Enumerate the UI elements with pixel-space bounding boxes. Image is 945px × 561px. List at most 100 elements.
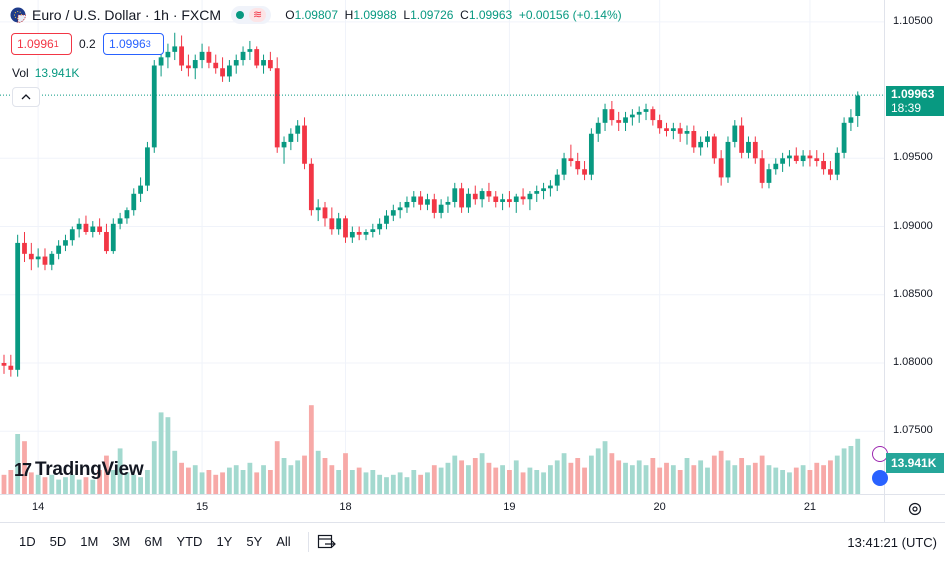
volume-bar — [8, 470, 14, 494]
buy-price-box[interactable]: 1.0996 3 — [103, 33, 164, 55]
volume-bar — [186, 467, 191, 494]
volume-bar — [35, 474, 41, 494]
candle — [254, 46, 260, 69]
candle-body — [787, 155, 792, 159]
candle-body — [698, 141, 704, 148]
volume-bar — [15, 434, 21, 494]
time-axis[interactable]: 14 15 18 19 20 21 — [0, 494, 884, 522]
utc-clock[interactable]: 13:41:21 (UTC) — [847, 534, 937, 550]
candle — [657, 114, 663, 134]
candle — [650, 106, 656, 126]
open-value: 1.09807 — [294, 8, 338, 22]
candle-body — [732, 125, 738, 142]
candle — [220, 57, 225, 82]
flag-icon[interactable] — [872, 470, 888, 486]
date-range-calendar-icon[interactable] — [317, 533, 337, 551]
price-tick-label: 1.08500 — [893, 287, 933, 300]
candle — [705, 131, 710, 148]
candle — [486, 182, 492, 202]
range-button-5d[interactable]: 5D — [49, 534, 67, 549]
volume-bar — [513, 460, 519, 494]
volume-bar — [718, 450, 724, 494]
candle-body — [179, 46, 184, 66]
gear-icon[interactable] — [908, 502, 922, 516]
volume-bar — [759, 455, 765, 494]
range-button-3m[interactable]: 3M — [112, 534, 131, 549]
candle-body — [226, 65, 232, 77]
candle-body — [616, 120, 622, 123]
candle-body — [568, 158, 574, 162]
volume-bar — [308, 405, 314, 494]
volume-bar — [267, 470, 273, 494]
volume-bar — [179, 462, 184, 494]
candle — [780, 152, 786, 172]
volume-bar — [370, 470, 376, 494]
candle — [466, 188, 471, 213]
candle — [834, 147, 840, 181]
candle — [616, 111, 622, 132]
range-button-6m[interactable]: 6M — [144, 534, 163, 549]
candle-body — [240, 51, 246, 61]
volume-bar — [418, 474, 424, 494]
volume-bar — [343, 453, 348, 494]
candle — [513, 193, 519, 213]
volume-bar — [254, 472, 260, 494]
candle — [493, 191, 499, 208]
volume-bar — [670, 465, 676, 494]
candle-body — [281, 141, 287, 148]
time-tick-label: 20 — [653, 501, 666, 513]
candle-body — [636, 111, 642, 115]
current-price-tag: 1.09963 18:39 — [886, 86, 944, 117]
candle — [500, 193, 505, 211]
chart-canvas[interactable] — [0, 0, 884, 494]
range-button-1m[interactable]: 1M — [80, 534, 99, 549]
market-status-pill[interactable]: ≋ — [231, 6, 272, 24]
candle-body — [56, 245, 62, 254]
candle-body — [527, 193, 533, 200]
candle-body — [131, 193, 137, 211]
candle — [828, 161, 833, 181]
symbol-title[interactable]: Euro / U.S. Dollar · 1h · FXCM — [32, 7, 222, 23]
volume-bar — [281, 458, 287, 494]
range-button-1y[interactable]: 1Y — [216, 534, 233, 549]
candle-body — [814, 158, 820, 162]
candle — [691, 125, 697, 153]
sell-price: 1.0996 — [17, 37, 54, 51]
candle — [56, 240, 62, 260]
tradingview-logo[interactable]: 17 TradingView — [14, 459, 144, 481]
volume-bar — [595, 448, 601, 494]
volume-bar — [411, 470, 417, 494]
candle — [807, 150, 813, 167]
range-button-5y[interactable]: 5Y — [246, 534, 263, 549]
volume-label: Vol — [12, 66, 29, 80]
volume-bar — [548, 465, 553, 494]
collapse-legend-button[interactable] — [12, 87, 40, 107]
candle-body — [192, 60, 198, 69]
chart-pane[interactable]: Euro / U.S. Dollar · 1h · FXCM ≋ O1.0980… — [0, 0, 884, 494]
range-button-1d[interactable]: 1D — [19, 534, 36, 549]
candle — [138, 177, 143, 202]
volume-bar — [247, 462, 253, 494]
volume-bar — [206, 470, 212, 494]
candle-body — [507, 199, 512, 202]
candle-body — [124, 210, 130, 219]
range-button-ytd[interactable]: YTD — [176, 534, 203, 549]
volume-bar — [855, 438, 861, 494]
price-axis[interactable]: 1.10500 1.09500 1.09000 1.08500 1.08000 1.075… — [872, 0, 945, 494]
candle — [308, 158, 314, 216]
range-button-all[interactable]: All — [276, 534, 291, 549]
candle-body — [343, 218, 348, 238]
candle-body — [677, 128, 683, 134]
sell-price-box[interactable]: 1.0996 1 — [11, 33, 72, 55]
volume-bar — [151, 441, 157, 494]
volume-bar — [479, 453, 485, 494]
volume-bar — [349, 470, 355, 494]
volume-bar — [828, 460, 833, 494]
candle-body — [520, 196, 526, 200]
candle-body — [452, 188, 458, 202]
candle — [848, 109, 854, 132]
chart-settings-corner[interactable] — [884, 494, 945, 522]
tradingview-logo-text: TradingView — [35, 459, 144, 480]
candle — [445, 196, 451, 213]
candle — [28, 242, 34, 271]
